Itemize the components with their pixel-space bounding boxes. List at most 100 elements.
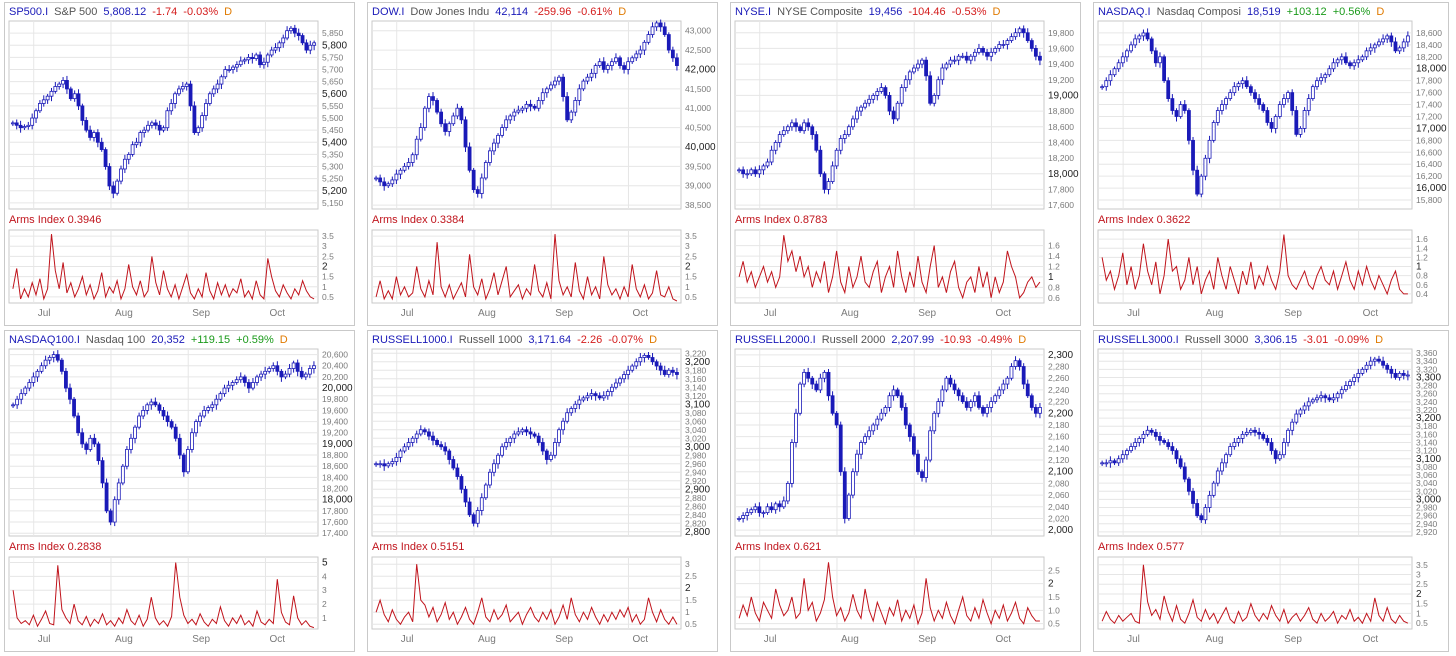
candle-body <box>761 512 766 515</box>
candle-body <box>650 26 655 35</box>
candle-body <box>960 55 965 58</box>
chart-header: RUSSELL2000.I Russell 2000 2,207.99 -10.93-… <box>735 334 1032 346</box>
candle-body <box>26 124 31 127</box>
candle-body <box>806 371 811 379</box>
candle-body <box>741 515 746 519</box>
arms-index-label: Arms Index 0.3384 <box>372 214 465 226</box>
candle-body <box>1001 383 1006 391</box>
price-tick-label: 2,860 <box>685 501 707 511</box>
candle-body <box>932 412 937 432</box>
candle-body <box>737 518 741 520</box>
candle-body <box>573 100 578 113</box>
price-tick-label: 19,400 <box>1048 59 1074 69</box>
candle-body <box>1137 438 1142 443</box>
candle-body <box>68 387 72 400</box>
price-tick-label: 20,200 <box>322 372 348 382</box>
candle-body <box>242 376 247 383</box>
last-price: 2,207.99 <box>891 334 935 346</box>
candle-body <box>435 439 439 446</box>
symbol-label: NASDAQ.I <box>1098 6 1151 18</box>
price-tick-label: 2,900 <box>685 484 710 495</box>
candle-body <box>206 407 211 411</box>
x-month-label: Oct <box>1363 634 1379 645</box>
arms-tick-label: 1.4 <box>1416 243 1428 253</box>
candle-body <box>638 49 643 55</box>
candle-body <box>307 368 312 375</box>
candle-body <box>846 126 851 135</box>
candle-body <box>238 376 243 381</box>
price-tick-label: 3,280 <box>1416 381 1438 391</box>
chart-panel-russell3000: RUSSELL3000.I Russell 3000 3,306.15 -3.01 -0… <box>1093 330 1449 652</box>
price-tick-label: 19,200 <box>322 428 348 438</box>
candle-body <box>1137 35 1142 40</box>
candle-body <box>111 185 116 194</box>
candle-body <box>911 436 916 455</box>
candle-body <box>1017 360 1022 367</box>
price-tick-label: 2,280 <box>1048 362 1070 372</box>
x-month-label: Aug <box>1206 308 1224 319</box>
candle-body <box>406 442 411 448</box>
candle-body <box>285 30 290 39</box>
price-tick-label: 3,060 <box>685 416 707 426</box>
price-tick-label: 2,180 <box>1048 420 1070 430</box>
candle-body <box>830 395 835 414</box>
candle-body <box>194 421 198 434</box>
candle-body <box>1170 98 1175 111</box>
candle-body <box>150 122 154 126</box>
candle-body <box>968 55 973 61</box>
price-tick-label: 19,200 <box>1048 75 1074 85</box>
candle-body <box>516 109 521 113</box>
candle-body <box>1261 433 1266 439</box>
arms-tick-label: 2 <box>1048 579 1054 590</box>
price-tick-label: 20,000 <box>322 383 353 394</box>
price-tick-label: 5,800 <box>322 40 347 51</box>
candle-body <box>1215 110 1220 123</box>
symbol-label: RUSSELL3000.I <box>1098 334 1179 346</box>
candle-body <box>597 395 602 399</box>
candle-body <box>508 437 513 443</box>
price-tick-label: 18,200 <box>1048 153 1074 163</box>
candle-body <box>31 376 36 383</box>
net-change: -1.74 <box>152 6 178 18</box>
price-tick-label: 18,000 <box>1048 169 1079 180</box>
candle-body <box>273 47 278 51</box>
candle-body <box>386 463 391 467</box>
price-tick-label: 3,260 <box>1416 389 1438 399</box>
candle-body <box>1104 80 1109 88</box>
price-tick-label: 3,080 <box>1416 462 1438 472</box>
candle-body <box>80 105 85 121</box>
price-tick-label: 2,300 <box>1048 350 1073 361</box>
percent-change: +0.59% <box>236 334 274 346</box>
candle-body <box>142 129 147 133</box>
candle-body <box>1153 431 1158 437</box>
candle-body <box>259 373 263 378</box>
arms-index-line <box>1101 234 1408 296</box>
candle-body <box>308 44 313 51</box>
net-change: +103.12 <box>1286 6 1327 18</box>
candle-body <box>402 165 407 171</box>
candle-body <box>269 49 274 56</box>
candle-body <box>215 83 220 90</box>
candle-body <box>1215 470 1220 484</box>
candle-body <box>1108 460 1113 464</box>
candle-body <box>422 429 427 433</box>
price-tick-label: 17,800 <box>1048 184 1074 194</box>
candle-body <box>146 124 150 131</box>
price-tick-label: 2,940 <box>685 467 707 477</box>
candle-body <box>1368 47 1373 52</box>
candle-body <box>1364 364 1369 370</box>
candle-body <box>1141 32 1146 37</box>
candle-body <box>818 377 823 391</box>
candle-body <box>650 357 655 363</box>
price-tick-label: 2,960 <box>685 459 707 469</box>
candle-body <box>1405 35 1410 43</box>
arms-plot-frame <box>371 556 682 630</box>
price-tick-label: 5,150 <box>322 198 344 208</box>
candle-body <box>883 87 888 96</box>
price-tick-label: 2,800 <box>685 527 710 538</box>
x-month-label: Aug <box>841 634 859 645</box>
chart-header: NASDAQ100.I Nasdaq 100 20,352 +119.15 +0.59%… <box>9 334 294 346</box>
price-tick-label: 15,800 <box>1416 195 1442 205</box>
price-tick-label: 38,500 <box>685 200 711 210</box>
candle-body <box>1282 98 1286 105</box>
